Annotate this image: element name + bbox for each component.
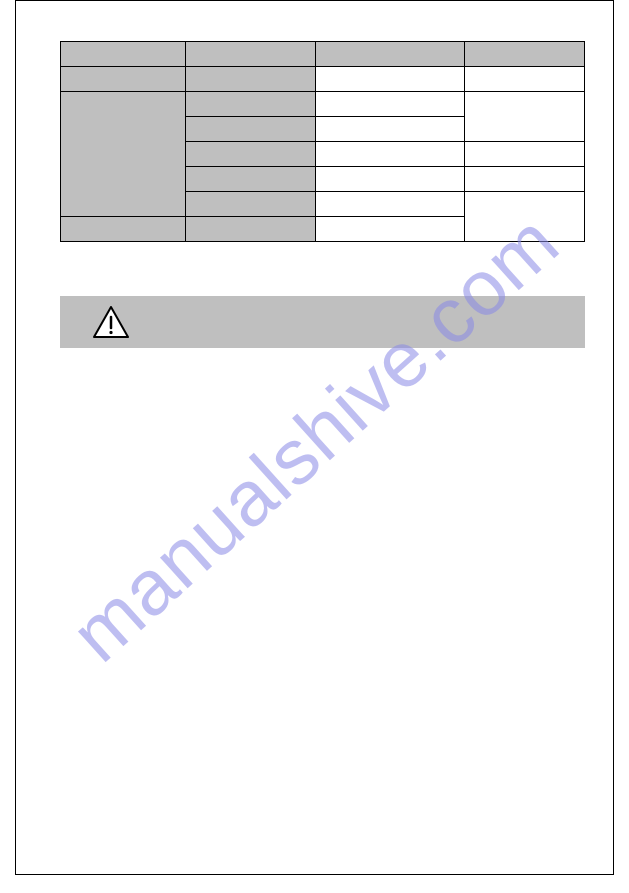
table-cell [185, 192, 315, 217]
table-cell [61, 92, 186, 217]
spec-table [60, 41, 585, 242]
warning-triangle-icon [92, 305, 130, 339]
table-cell [315, 217, 465, 242]
warning-callout [60, 296, 585, 348]
table-cell [61, 217, 186, 242]
table-cell [315, 142, 465, 167]
table-cell [465, 92, 585, 142]
table-cell [185, 42, 315, 67]
table-cell [185, 67, 315, 92]
table-cell [185, 142, 315, 167]
table-cell [185, 92, 315, 117]
table-cell [315, 117, 465, 142]
table-cell [315, 42, 465, 67]
table-cell [315, 192, 465, 217]
table-cell [315, 67, 465, 92]
table-cell [185, 167, 315, 192]
table-cell [61, 67, 186, 92]
table-cell [465, 42, 585, 67]
table-cell [465, 192, 585, 242]
table-cell [61, 42, 186, 67]
table-cell [315, 92, 465, 117]
page-frame: manualshive.com [15, 0, 614, 875]
table-cell [465, 142, 585, 167]
table-cell [315, 167, 465, 192]
table-cell [465, 167, 585, 192]
watermark-text: manualshive.com [53, 196, 576, 680]
table-cell [185, 117, 315, 142]
table-cell [465, 67, 585, 92]
table-cell [185, 217, 315, 242]
